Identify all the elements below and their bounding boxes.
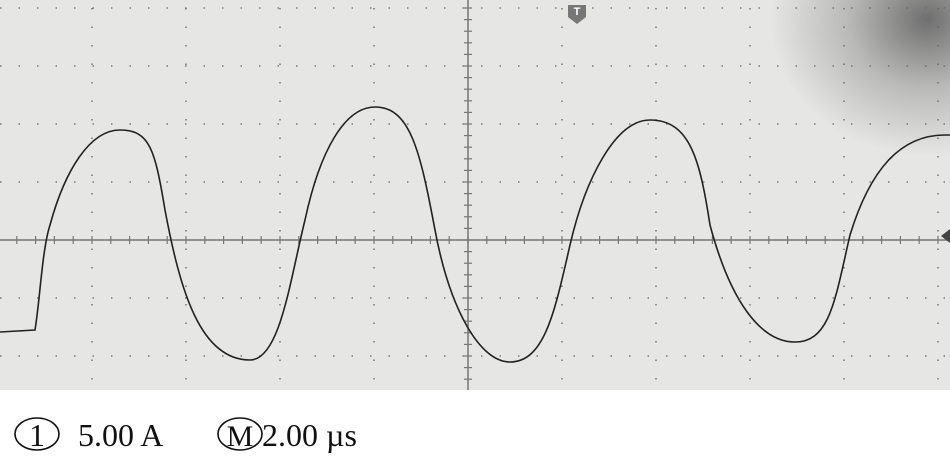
channel-badge	[14, 417, 60, 451]
timebase-scale: 2.00 µs	[262, 417, 357, 453]
screen-shade	[500, 0, 950, 390]
trigger-marker	[568, 5, 586, 24]
channel-number: 1	[29, 417, 45, 453]
level-marker	[941, 229, 950, 243]
timebase-label: M	[227, 420, 254, 453]
trigger-label: T	[574, 6, 581, 18]
channel-scale: 5.00 A	[78, 417, 163, 453]
waveform	[0, 106, 950, 363]
status-bar	[0, 390, 950, 459]
timebase-badge	[217, 417, 263, 451]
